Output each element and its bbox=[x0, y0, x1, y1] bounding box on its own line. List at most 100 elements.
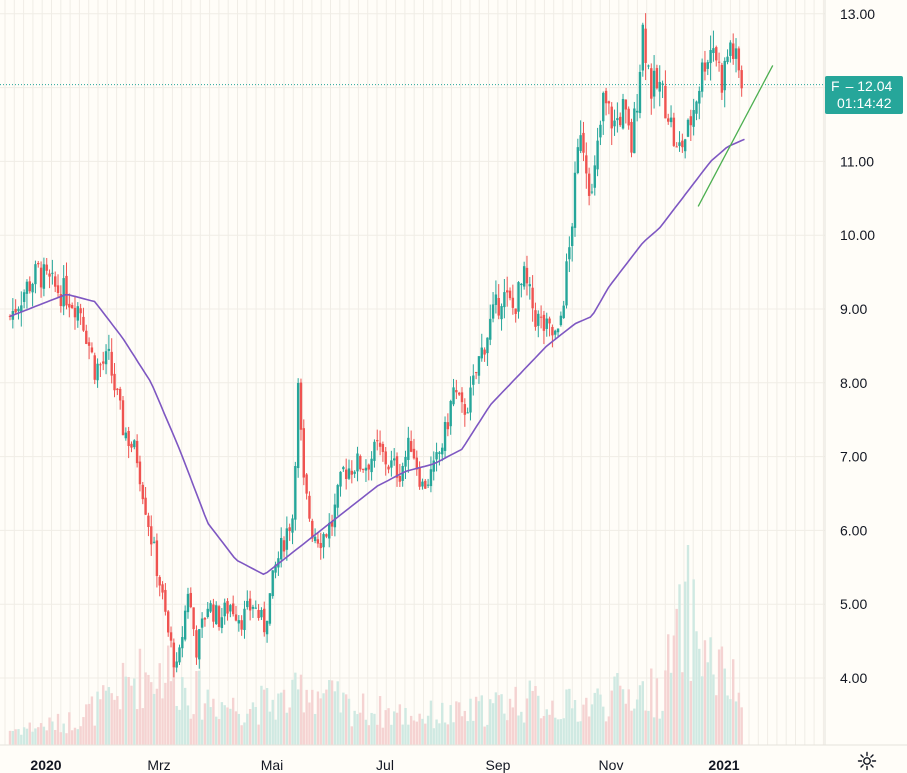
candle-body[interactable] bbox=[339, 471, 342, 487]
candle-body[interactable] bbox=[715, 47, 718, 61]
candle-body[interactable] bbox=[330, 521, 334, 527]
candle-body[interactable] bbox=[596, 140, 599, 170]
candle-body[interactable] bbox=[195, 630, 198, 658]
candle-body[interactable] bbox=[274, 564, 277, 573]
candle-body[interactable] bbox=[619, 116, 622, 126]
candle-body[interactable] bbox=[723, 60, 726, 91]
candle-body[interactable] bbox=[421, 481, 424, 487]
candle-body[interactable] bbox=[565, 261, 568, 306]
candle-body[interactable] bbox=[237, 620, 241, 624]
candle-body[interactable] bbox=[412, 448, 416, 459]
candle-body[interactable] bbox=[31, 283, 34, 293]
candle-body[interactable] bbox=[305, 474, 308, 494]
candle-body[interactable] bbox=[559, 315, 563, 326]
candle-body[interactable] bbox=[616, 118, 619, 121]
candle-body[interactable] bbox=[333, 504, 337, 528]
gear-icon[interactable] bbox=[857, 751, 877, 771]
candle-body[interactable] bbox=[624, 99, 628, 110]
candle-body[interactable] bbox=[189, 592, 192, 608]
candle-body[interactable] bbox=[407, 437, 410, 460]
candle-body[interactable] bbox=[152, 541, 156, 543]
candle-body[interactable] bbox=[373, 441, 376, 461]
candle-body[interactable] bbox=[483, 349, 486, 355]
candle-body[interactable] bbox=[441, 447, 444, 455]
candle-body[interactable] bbox=[398, 475, 402, 482]
candle-body[interactable] bbox=[328, 522, 331, 539]
candle-body[interactable] bbox=[621, 98, 625, 129]
candle-body[interactable] bbox=[316, 539, 320, 544]
candle-body[interactable] bbox=[147, 515, 150, 528]
candle-body[interactable] bbox=[39, 267, 43, 288]
candle-body[interactable] bbox=[110, 351, 113, 376]
trendline[interactable] bbox=[697, 65, 774, 207]
candle-body[interactable] bbox=[118, 388, 122, 401]
candle-body[interactable] bbox=[243, 608, 246, 631]
candle-body[interactable] bbox=[542, 314, 546, 331]
candle-body[interactable] bbox=[734, 48, 738, 59]
candle-body[interactable] bbox=[472, 375, 475, 385]
candle-body[interactable] bbox=[717, 61, 721, 63]
candle-body[interactable] bbox=[732, 43, 735, 59]
candle-body[interactable] bbox=[630, 121, 633, 153]
candle-body[interactable] bbox=[282, 540, 286, 552]
candle-body[interactable] bbox=[376, 440, 379, 442]
candle-body[interactable] bbox=[599, 124, 602, 138]
candle-body[interactable] bbox=[672, 117, 676, 146]
candle-body[interactable] bbox=[686, 119, 690, 137]
candle-body[interactable] bbox=[361, 468, 365, 470]
candle-body[interactable] bbox=[506, 290, 509, 293]
candle-body[interactable] bbox=[62, 278, 65, 307]
candle-body[interactable] bbox=[531, 287, 534, 309]
candle-body[interactable] bbox=[381, 443, 385, 452]
candle-body[interactable] bbox=[56, 285, 60, 293]
candle-body[interactable] bbox=[215, 605, 218, 625]
candle-body[interactable] bbox=[150, 526, 153, 545]
candle-body[interactable] bbox=[14, 308, 17, 313]
candle-body[interactable] bbox=[480, 347, 483, 359]
candle-body[interactable] bbox=[545, 318, 548, 329]
candle-body[interactable] bbox=[240, 620, 243, 630]
candle-body[interactable] bbox=[652, 70, 656, 97]
candle-body[interactable] bbox=[522, 266, 526, 287]
candle-body[interactable] bbox=[613, 120, 616, 127]
candle-body[interactable] bbox=[556, 328, 560, 333]
candle-body[interactable] bbox=[474, 372, 478, 374]
candle-body[interactable] bbox=[644, 28, 647, 63]
candle-body[interactable] bbox=[311, 520, 314, 539]
candle-body[interactable] bbox=[517, 282, 520, 312]
candle-body[interactable] bbox=[551, 326, 554, 336]
candle-body[interactable] bbox=[435, 452, 438, 460]
candle-body[interactable] bbox=[104, 351, 108, 365]
candle-body[interactable] bbox=[25, 281, 29, 294]
candle-body[interactable] bbox=[124, 432, 128, 439]
candle-body[interactable] bbox=[658, 81, 661, 92]
candle-body[interactable] bbox=[409, 441, 413, 452]
candle-body[interactable] bbox=[576, 147, 580, 173]
candle-body[interactable] bbox=[520, 283, 523, 286]
candle-body[interactable] bbox=[135, 440, 139, 464]
candle-body[interactable] bbox=[486, 337, 489, 354]
candle-body[interactable] bbox=[344, 469, 348, 480]
candle-body[interactable] bbox=[200, 618, 204, 628]
candle-body[interactable] bbox=[607, 101, 611, 104]
candle-body[interactable] bbox=[169, 632, 173, 641]
candle-body[interactable] bbox=[37, 263, 40, 265]
candle-body[interactable] bbox=[367, 464, 370, 470]
candle-body[interactable] bbox=[172, 642, 176, 668]
candle-body[interactable] bbox=[491, 304, 495, 319]
candle-body[interactable] bbox=[514, 308, 517, 314]
candle-body[interactable] bbox=[477, 356, 481, 376]
candle-body[interactable] bbox=[633, 108, 636, 154]
candle-body[interactable] bbox=[48, 273, 51, 277]
candle-body[interactable] bbox=[296, 382, 300, 469]
candle-body[interactable] bbox=[291, 518, 294, 533]
candle-body[interactable] bbox=[393, 458, 396, 461]
candle-body[interactable] bbox=[288, 527, 291, 532]
candle-body[interactable] bbox=[457, 392, 461, 395]
candle-body[interactable] bbox=[51, 272, 54, 274]
candle-body[interactable] bbox=[415, 457, 418, 470]
candle-body[interactable] bbox=[70, 305, 74, 309]
candle-body[interactable] bbox=[116, 388, 119, 391]
candle-body[interactable] bbox=[68, 303, 71, 308]
candle-body[interactable] bbox=[525, 267, 529, 284]
